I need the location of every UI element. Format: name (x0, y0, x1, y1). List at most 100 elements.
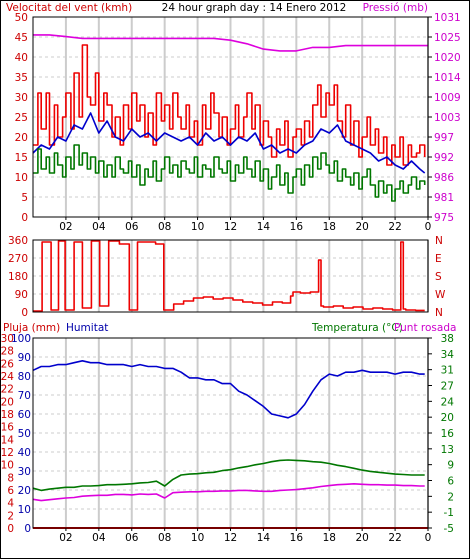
humidity-tick-9: 90 (18, 352, 31, 364)
direction-tick-1: 90 (15, 289, 28, 301)
temperature-tick-8: 24 (441, 396, 455, 408)
temperature-legend: Temperatura (°C) (311, 322, 403, 334)
wind-speed-tick-10: 50 (15, 12, 28, 24)
rain-tick-10: 20 (1, 396, 14, 408)
rain-x-tick-label-8: 18 (323, 532, 336, 544)
humidity-tick-2: 20 (18, 485, 31, 497)
wind-x-tick-label-11: 0 (425, 221, 432, 233)
series-humidity (32, 360, 425, 419)
series-pressure (33, 34, 428, 52)
wind-speed-tick-7: 35 (15, 72, 28, 84)
rain-legend: Pluja (mm) (3, 322, 60, 334)
rain-x-tick-label-11: 0 (425, 532, 432, 544)
pressure-tick-4: 997 (434, 132, 454, 144)
humidity-tick-6: 60 (18, 409, 31, 421)
wind-speed-tick-6: 30 (15, 92, 28, 104)
wind-speed-tick-9: 45 (15, 32, 28, 44)
rain-x-tick-label-5: 12 (224, 532, 237, 544)
series-dewpoint (32, 483, 425, 502)
temperature-tick-7: 20 (441, 412, 454, 424)
direction-degree-axis: 0 90 180 270 360 (8, 235, 28, 319)
wind-x-tick-label-2: 06 (125, 221, 139, 233)
rain-x-tick-label-2: 06 (125, 532, 139, 544)
rain-tick-8: 16 (1, 422, 15, 434)
rain-tick-0: 0 (7, 523, 14, 535)
series-avg (32, 112, 426, 174)
temperature-tick-9: 27 (441, 381, 454, 393)
wind-x-tick-label-4: 10 (191, 221, 204, 233)
graph-title: 24 hour graph day : 14 Enero 2012 (162, 2, 347, 14)
wind-series (32, 34, 428, 202)
rain-tick-4: 8 (7, 472, 14, 484)
wind-speed-legend: Velocitat del vent (kmh) (6, 2, 132, 14)
wind-speed-tick-8: 40 (15, 52, 28, 64)
direction-tick-2: 180 (8, 271, 28, 283)
wind-x-tick-label-9: 20 (355, 221, 368, 233)
compass-tick-3: E (435, 253, 442, 265)
wind-speed-tick-3: 15 (15, 152, 28, 164)
direction-plot-frame (32, 239, 429, 313)
rain-tick-1: 2 (7, 510, 14, 522)
rain-tick-6: 12 (1, 447, 14, 459)
temperature-tick-11: 34 (441, 349, 455, 361)
rain-tick-7: 14 (1, 434, 15, 446)
humidity-tick-7: 70 (18, 390, 31, 402)
wind-speed-axis: 0 5 10 15 20 25 30 35 40 45 50 (15, 12, 28, 224)
temperature-tick-4: 9 (447, 460, 454, 472)
rain-x-tick-label-0: 02 (59, 532, 72, 544)
pressure-tick-9: 1025 (434, 32, 461, 44)
wind-x-tick-label-8: 18 (323, 221, 336, 233)
rain-x-tick-label-10: 22 (388, 532, 401, 544)
temperature-tick-10: 31 (441, 365, 454, 377)
rain-grid (33, 338, 429, 528)
humidity-axis: 0 10 20 30 40 50 60 70 80 90 100 (11, 333, 31, 535)
wind-x-tick-label-0: 02 (59, 221, 72, 233)
pressure-legend: Pressió (mb) (363, 2, 428, 14)
rain-tick-3: 6 (7, 485, 14, 497)
pressure-tick-5: 1003 (434, 112, 461, 124)
humidity-tick-4: 40 (18, 447, 31, 459)
temperature-axis: -5 -1 2 6 9 13 16 20 24 27 31 34 38 (428, 333, 454, 535)
wind-x-tick-label-6: 14 (257, 221, 271, 233)
pressure-tick-10: 1031 (434, 12, 461, 24)
pressure-tick-2: 986 (434, 172, 454, 184)
direction-series (33, 240, 425, 312)
temperature-tick-12: 38 (441, 333, 454, 345)
compass-tick-1: W (435, 289, 446, 301)
rain-tick-2: 4 (7, 498, 14, 510)
humidity-tick-3: 30 (18, 466, 31, 478)
direction-tick-0: 0 (21, 307, 28, 319)
rain-tick-12: 24 (1, 371, 15, 383)
wind-speed-tick-1: 5 (21, 192, 28, 204)
pressure-tick-1: 981 (434, 192, 454, 204)
series-wind_low (33, 144, 426, 202)
dewpoint-legend: Punt rosada (394, 322, 456, 334)
rain-x-tick-label-9: 20 (355, 532, 368, 544)
rain-tick-15: 30 (1, 333, 14, 345)
wind-speed-tick-5: 25 (15, 112, 28, 124)
pressure-axis: 975 981 986 992 997 1003 1009 1014 1020 1025 1031 (428, 12, 461, 224)
wind-speed-tick-0: 0 (21, 212, 28, 224)
temperature-tick-2: 2 (447, 491, 454, 503)
humidity-tick-10: 100 (11, 333, 31, 345)
rain-x-tick-label-7: 16 (290, 532, 304, 544)
series-direction (33, 240, 425, 312)
compass-tick-2: S (435, 271, 442, 283)
rain-tick-11: 22 (1, 384, 14, 396)
wind-x-tick-label-1: 04 (92, 221, 106, 233)
humidity-tick-8: 80 (18, 371, 31, 383)
temperature-tick-1: -1 (444, 507, 454, 519)
temperature-tick-0: -5 (444, 523, 454, 535)
rain-x-tick-label-4: 10 (191, 532, 204, 544)
wind-x-tick-label-10: 22 (388, 221, 401, 233)
rain-tick-9: 18 (1, 409, 14, 421)
temperature-tick-6: 16 (441, 428, 455, 440)
pressure-tick-6: 1009 (434, 92, 461, 104)
direction-tick-4: 360 (8, 235, 28, 247)
direction-tick-3: 270 (8, 253, 28, 265)
wind-x-tick-label-7: 16 (290, 221, 304, 233)
